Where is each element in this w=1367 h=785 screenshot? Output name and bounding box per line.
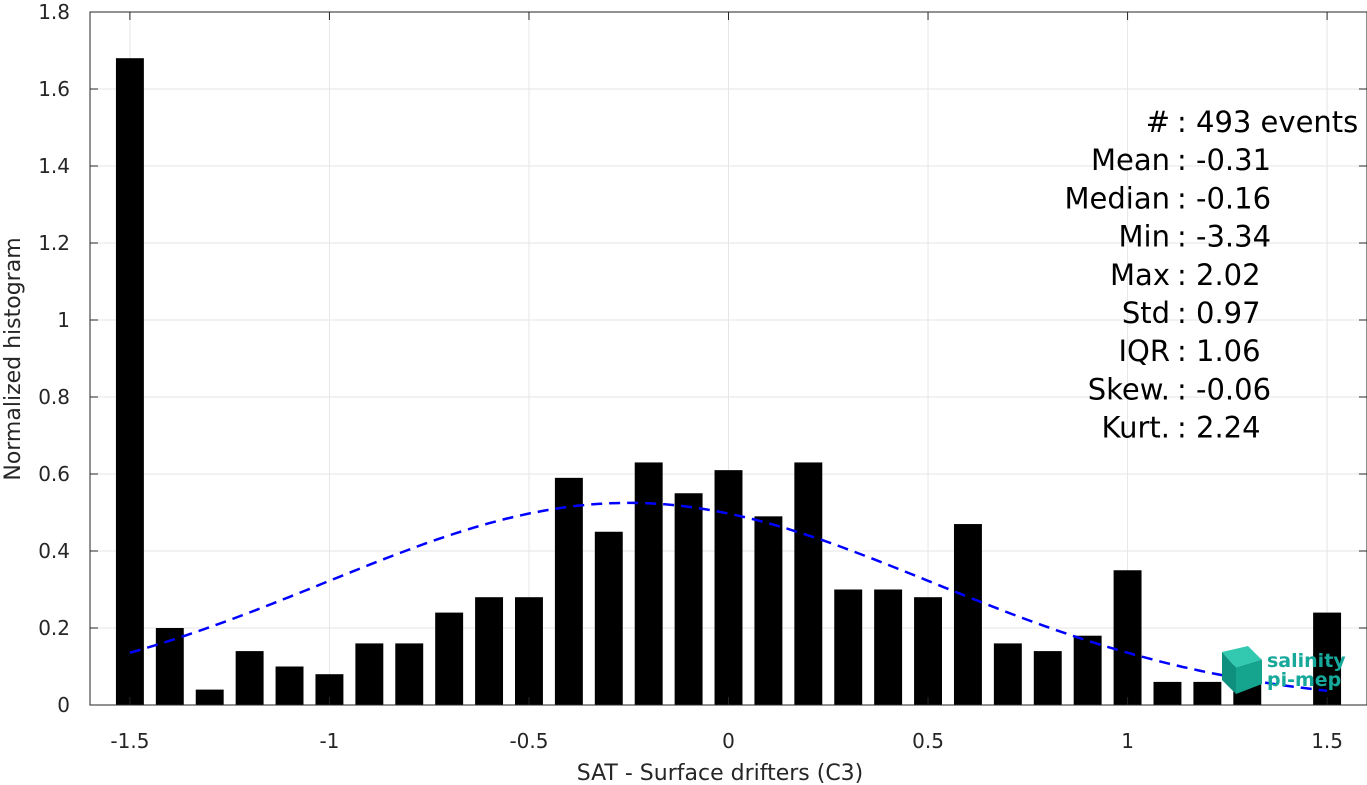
y-tick-label: 0 xyxy=(57,693,70,717)
histogram-bar xyxy=(554,477,583,705)
stats-line-name: Mean xyxy=(1091,143,1170,177)
histogram-bar xyxy=(235,651,264,705)
histogram-bar xyxy=(674,493,703,705)
stats-line-name: Min xyxy=(1119,220,1170,254)
x-tick-label: -1.5 xyxy=(110,729,149,753)
stats-line-name: IQR xyxy=(1118,334,1170,368)
stats-line-name: Kurt. xyxy=(1102,411,1170,445)
x-tick-label: 1 xyxy=(1121,729,1134,753)
histogram-bar xyxy=(714,470,743,705)
x-tick-label: 0.5 xyxy=(912,729,944,753)
histogram-bar xyxy=(395,643,424,705)
stats-line: Std: 0.97 xyxy=(1122,296,1261,330)
stats-line-value: : 1.06 xyxy=(1177,334,1261,368)
histogram-bar xyxy=(634,462,663,705)
histogram-bar xyxy=(195,689,224,705)
salinity-pimep-logo: salinity pi-mep xyxy=(1222,646,1346,694)
histogram-bar xyxy=(914,597,942,705)
histogram-bar xyxy=(275,666,304,705)
y-tick-label: 1.4 xyxy=(38,154,70,178)
histogram-bar xyxy=(754,516,783,705)
y-tick-label: 1.6 xyxy=(38,77,70,101)
x-tick-labels: -1.5 -1 -0.5 0 0.5 1 1.5 xyxy=(110,729,1343,753)
stats-line: #: 493 events xyxy=(1146,105,1359,139)
histogram-bar xyxy=(1193,681,1222,705)
x-tick-label: -0.5 xyxy=(509,729,548,753)
stats-line-value: : 0.97 xyxy=(1177,296,1261,330)
histogram-bar xyxy=(594,531,623,705)
x-tick-label: -1 xyxy=(319,729,339,753)
axis-ticks xyxy=(90,11,1367,706)
histogram-bar xyxy=(475,597,504,705)
y-tick-label: 0.2 xyxy=(38,616,70,640)
histogram-bar xyxy=(953,524,982,705)
histogram-bar xyxy=(1153,681,1182,705)
y-tick-label: 1.2 xyxy=(38,231,70,255)
histogram-bar xyxy=(874,589,903,705)
stats-line-value: : -0.16 xyxy=(1177,181,1271,215)
normal-fit-curve xyxy=(129,501,1328,692)
histogram-bar xyxy=(794,462,823,705)
stats-line: Median: -0.16 xyxy=(1065,181,1272,215)
stats-line: Kurt.: 2.24 xyxy=(1102,411,1261,445)
histogram-bar xyxy=(435,612,464,705)
x-tick-label: 0 xyxy=(722,729,735,753)
stats-line-name: Max xyxy=(1110,258,1170,292)
y-tick-label: 0.8 xyxy=(38,385,70,409)
histogram-bar xyxy=(515,597,543,705)
y-axis-label: Normalized histogram xyxy=(1,237,26,480)
stats-line: Max: 2.02 xyxy=(1110,258,1261,292)
stats-line: IQR: 1.06 xyxy=(1118,334,1260,368)
histogram-bar xyxy=(834,589,863,705)
y-tick-label: 1 xyxy=(57,308,70,332)
logo-cube-icon xyxy=(1222,646,1262,694)
histogram-bar xyxy=(355,643,384,705)
y-tick-labels: 0 0.2 0.4 0.6 0.8 1 1.2 1.4 1.6 1.8 xyxy=(38,0,70,717)
logo-line1: salinity xyxy=(1267,650,1346,672)
histogram-bar xyxy=(115,58,144,705)
y-tick-label: 0.4 xyxy=(38,539,70,563)
stats-line-value: : 2.02 xyxy=(1177,258,1261,292)
stats-line: Skew.: -0.06 xyxy=(1088,372,1271,406)
stats-line-value: : -0.06 xyxy=(1177,372,1271,406)
x-tick-label: 1.5 xyxy=(1311,729,1343,753)
stats-line-value: : 2.24 xyxy=(1177,411,1261,445)
x-axis-label: SAT - Surface drifters (C3) xyxy=(577,761,864,785)
histogram-bar xyxy=(1113,570,1142,705)
stats-line-name: Skew. xyxy=(1088,372,1170,406)
y-tick-label: 1.8 xyxy=(38,0,70,24)
stats-line-value: : -3.34 xyxy=(1177,220,1271,254)
y-tick-label: 0.6 xyxy=(38,462,70,486)
histogram-bar xyxy=(1033,651,1062,705)
stats-line-name: # xyxy=(1146,105,1170,139)
stats-line-name: Std xyxy=(1122,296,1170,330)
logo-line2: pi-mep xyxy=(1267,669,1341,691)
histogram-bar xyxy=(993,643,1022,705)
stats-line: Min: -3.34 xyxy=(1119,220,1272,254)
histogram-bar xyxy=(1073,635,1102,705)
stats-line: Mean: -0.31 xyxy=(1091,143,1271,177)
stats-line-value: : 493 events xyxy=(1177,105,1358,139)
histogram-bars xyxy=(115,58,1342,705)
stats-line-value: : -0.31 xyxy=(1177,143,1271,177)
stats-line-name: Median xyxy=(1065,181,1170,215)
